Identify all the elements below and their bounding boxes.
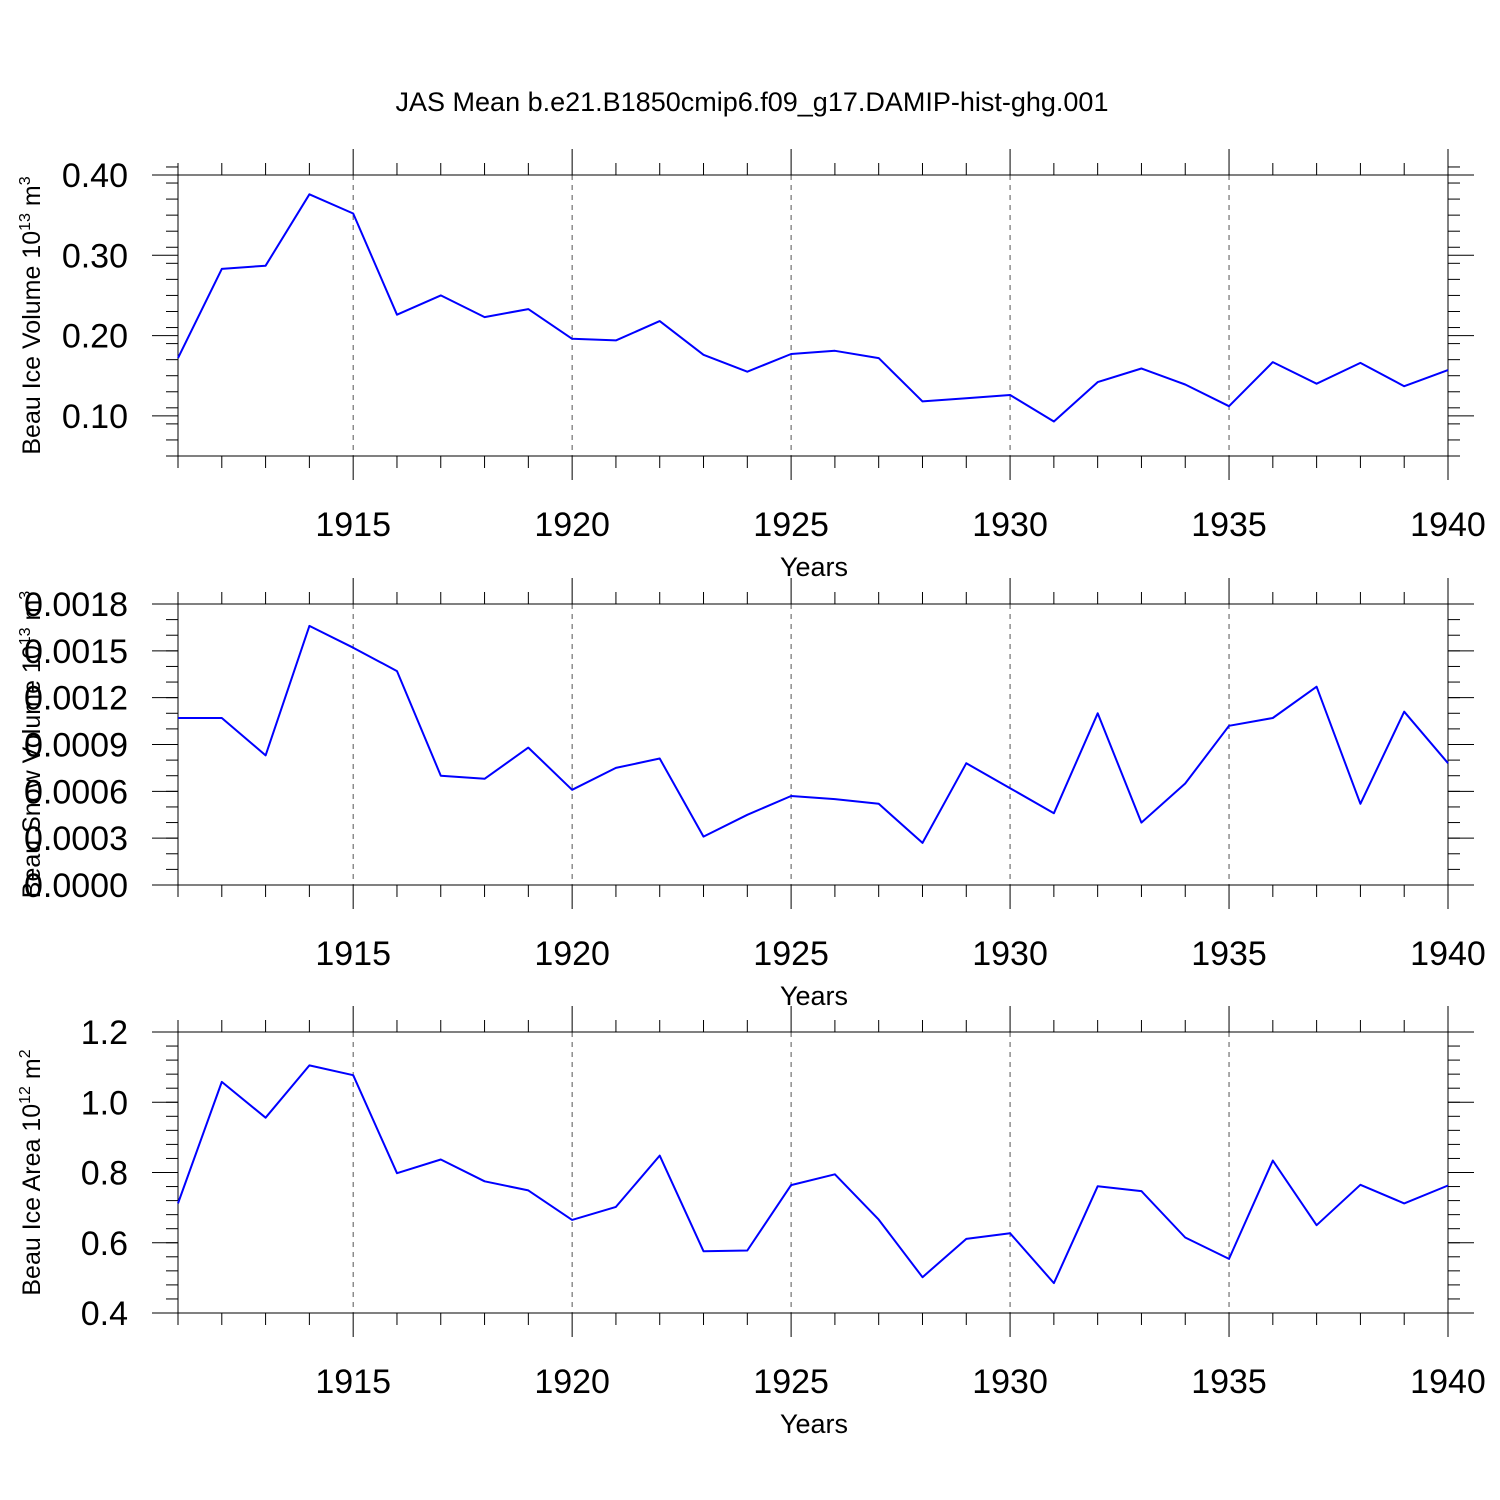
y-tick-label: 0.10 — [62, 398, 128, 436]
y-axis-label: Beau Ice Volume 1013 m3 — [17, 176, 46, 454]
panel-1: 1915 1920 1925 1930 1935 1940 0.10 0.20 0.30 0.40… — [17, 149, 1486, 582]
y-tick-label: 0.8 — [81, 1155, 128, 1193]
y-axis-label-unit-exponent: 3 — [17, 591, 34, 600]
plot-frame — [177, 174, 1449, 457]
x-tick-label: 1920 — [534, 506, 610, 544]
y-tick-label: 0.4 — [81, 1295, 128, 1333]
x-tick-label: 1915 — [315, 506, 391, 544]
x-tick-label: 1940 — [1410, 935, 1486, 973]
y-axis-label-exponent: 13 — [17, 627, 34, 645]
plot-frame — [177, 603, 1449, 886]
y-axis-label-unit-exponent: 3 — [17, 176, 34, 185]
x-tick-label: 1930 — [972, 506, 1048, 544]
y-axis-label-unit: m — [18, 600, 46, 628]
panel-3: 1915 1920 1925 1930 1935 1940 0.4 0.6 0.8 1.0 1.2 Y… — [17, 1006, 1486, 1439]
y-tick-label: 0.0000 — [24, 867, 128, 905]
y-axis-label-unit: m — [18, 1058, 46, 1086]
y-axis-label-exponent: 13 — [17, 213, 34, 231]
y-axis-label-exponent: 12 — [17, 1086, 34, 1104]
y-tick-label: 0.20 — [62, 318, 128, 356]
y-tick-label: 0.0003 — [24, 820, 128, 858]
x-tick-label: 1935 — [1191, 1363, 1267, 1401]
x-tick-label: 1925 — [753, 1363, 829, 1401]
panel-2: 1915 1920 1925 1930 1935 1940 0.0000 0.0003 0.00… — [17, 578, 1486, 1011]
x-tick-label: 1930 — [972, 1363, 1048, 1401]
y-axis-label-text: Beau Ice Area 10 — [18, 1104, 46, 1296]
x-tick-label: 1935 — [1191, 506, 1267, 544]
y-tick-label: 0.0009 — [24, 727, 128, 765]
x-tick-label: 1915 — [315, 935, 391, 973]
y-axis-label-text: Beau Snow Volume 10 — [18, 645, 46, 898]
y-tick-label: 0.0015 — [24, 633, 128, 671]
plot-frame — [177, 1031, 1449, 1314]
x-axis-label: Years — [780, 552, 848, 582]
x-axis-label: Years — [780, 981, 848, 1011]
y-tick-label: 0.0018 — [24, 586, 128, 624]
y-axis-label: Beau Ice Area 1012 m2 — [17, 1049, 46, 1295]
series-line — [177, 1064, 1449, 1285]
y-tick-label: 0.0012 — [24, 680, 128, 718]
x-tick-label: 1925 — [753, 506, 829, 544]
y-tick-label: 0.6 — [81, 1225, 128, 1263]
series-line — [178, 624, 1449, 844]
y-tick-label: 1.2 — [81, 1014, 128, 1052]
x-tick-label: 1915 — [315, 1363, 391, 1401]
y-axis-label-text: Beau Ice Volume 10 — [18, 231, 46, 455]
x-tick-label: 1940 — [1410, 506, 1486, 544]
x-tick-label: 1920 — [534, 935, 610, 973]
x-tick-label: 1920 — [534, 1363, 610, 1401]
panels: 1915 1920 1925 1930 1935 19400.100.200.300.40… — [17, 149, 1486, 1439]
x-tick-label: 1940 — [1410, 1363, 1486, 1401]
series-line — [177, 193, 1449, 423]
y-tick-label: 0.40 — [62, 157, 128, 195]
y-axis-label-unit: m — [18, 185, 46, 213]
x-tick-label: 1935 — [1191, 935, 1267, 973]
x-axis-label: Years — [780, 1409, 848, 1439]
y-axis-label-unit-exponent: 2 — [17, 1049, 34, 1058]
y-tick-label: 1.0 — [81, 1084, 128, 1122]
x-tick-label: 1925 — [753, 935, 829, 973]
y-axis-label: Beau Snow Volume 1013 m3 — [17, 591, 46, 899]
chart-title: JAS Mean b.e21.B1850cmip6.f09_g17.DAMIP-… — [396, 87, 1109, 117]
x-tick-label: 1930 — [972, 935, 1048, 973]
y-tick-label: 0.30 — [62, 237, 128, 275]
y-tick-label: 0.0006 — [24, 773, 128, 811]
